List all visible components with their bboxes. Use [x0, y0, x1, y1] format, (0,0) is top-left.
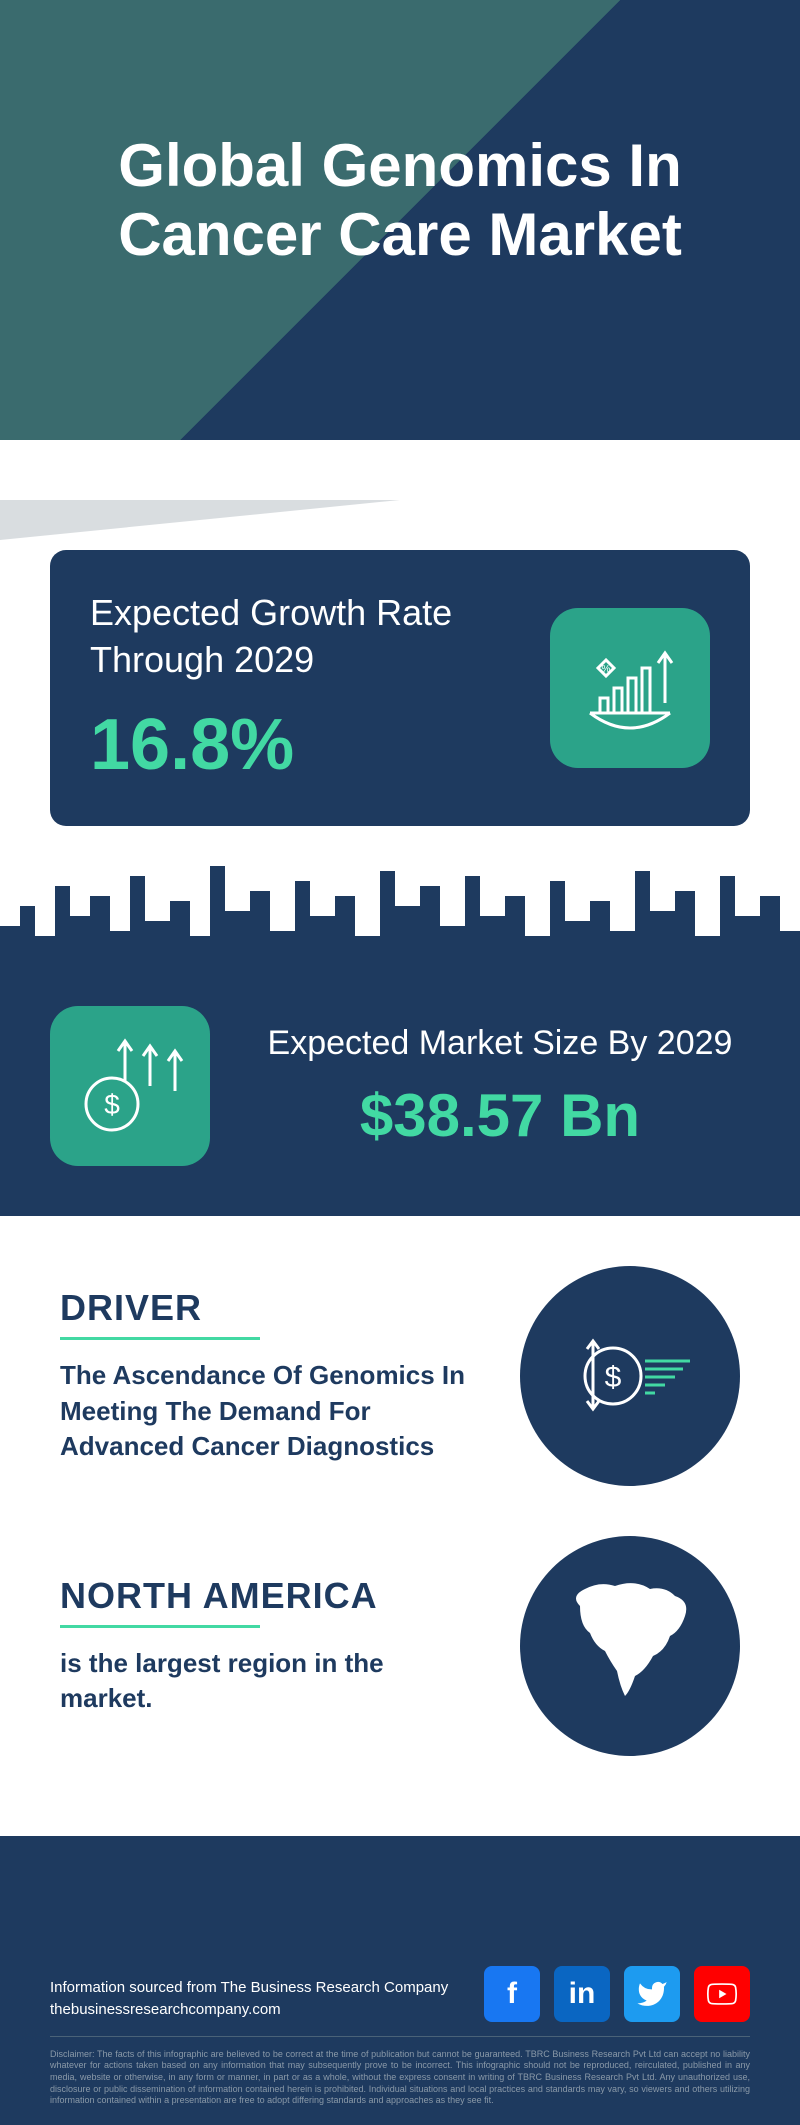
credit-line-2: thebusinessresearchcompany.com: [50, 1999, 448, 2022]
driver-body: The Ascendance Of Genomics In Meeting Th…: [60, 1358, 480, 1463]
twitter-icon[interactable]: [624, 1966, 680, 2022]
divider: [60, 1337, 260, 1340]
disclaimer-text: Disclaimer: The facts of this infographi…: [50, 2049, 750, 2107]
city-skyline-decoration: [0, 846, 800, 976]
driver-row: DRIVER The Ascendance Of Genomics In Mee…: [60, 1266, 740, 1486]
driver-heading: DRIVER: [60, 1287, 480, 1337]
page-title: Global Genomics In Cancer Care Market: [40, 131, 760, 269]
facebook-icon[interactable]: f: [484, 1966, 540, 2022]
region-body: is the largest region in the market.: [60, 1646, 480, 1716]
decorative-triangle: [0, 500, 800, 540]
credit-line-1: Information sourced from The Business Re…: [50, 1977, 448, 2000]
growth-rate-card: Expected Growth Rate Through 2029 16.8% …: [50, 550, 750, 826]
svg-text:$: $: [605, 1361, 622, 1394]
region-heading: NORTH AMERICA: [60, 1575, 480, 1625]
growth-chart-icon: %: [550, 608, 710, 768]
exchange-dollar-icon: $: [520, 1266, 740, 1486]
footer-row: Information sourced from The Business Re…: [50, 1966, 750, 2037]
region-text: NORTH AMERICA is the largest region in t…: [60, 1575, 480, 1716]
growth-rate-label: Expected Growth Rate Through 2029: [90, 590, 550, 684]
driver-text: DRIVER The Ascendance Of Genomics In Mee…: [60, 1287, 480, 1463]
footer: Information sourced from The Business Re…: [0, 1836, 800, 2125]
social-links: f in: [484, 1966, 750, 2022]
youtube-icon[interactable]: [694, 1966, 750, 2022]
header: Global Genomics In Cancer Care Market: [0, 0, 800, 440]
market-size-label: Expected Market Size By 2029: [250, 1021, 750, 1065]
linkedin-icon[interactable]: in: [554, 1966, 610, 2022]
spacer: [0, 440, 800, 500]
market-size-card: $ Expected Market Size By 2029 $38.57 Bn: [0, 976, 800, 1216]
footer-credit: Information sourced from The Business Re…: [50, 1977, 448, 2022]
svg-text:%: %: [602, 664, 611, 675]
divider: [60, 1625, 260, 1628]
market-size-value: $38.57 Bn: [250, 1081, 750, 1150]
region-row: NORTH AMERICA is the largest region in t…: [60, 1536, 740, 1756]
growth-rate-text: Expected Growth Rate Through 2029 16.8%: [90, 590, 550, 786]
svg-text:$: $: [104, 1089, 120, 1120]
dollar-arrows-icon: $: [50, 1006, 210, 1166]
north-america-map-icon: [520, 1536, 740, 1756]
info-section: DRIVER The Ascendance Of Genomics In Mee…: [0, 1216, 800, 1836]
market-size-text: Expected Market Size By 2029 $38.57 Bn: [250, 1021, 750, 1150]
growth-rate-value: 16.8%: [90, 704, 550, 786]
